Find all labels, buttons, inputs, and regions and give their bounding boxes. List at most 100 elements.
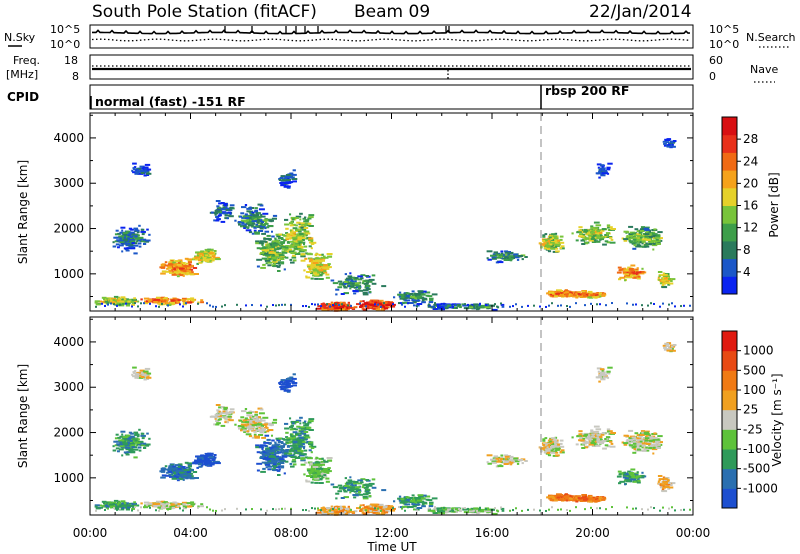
data-cell [168,473,172,476]
data-cell [279,177,284,179]
data-cell [567,295,571,298]
data-cell [328,511,334,514]
data-cell [143,174,147,177]
data-cell [153,505,158,507]
data-cell [595,172,602,175]
data-cell [281,303,283,306]
data-cell [229,206,234,209]
data-cell [564,293,569,296]
data-cell [280,459,285,462]
data-cell [292,180,297,183]
data-cell [412,299,415,302]
data-cell [134,170,137,173]
data-cell [559,290,564,292]
data-cell [348,306,352,309]
data-cell [298,235,304,238]
data-cell [227,211,232,214]
data-cell [136,373,140,376]
data-cell [134,376,139,379]
data-cell [138,239,141,242]
data-cell [125,234,128,237]
data-cell [189,264,194,267]
data-cell [197,505,200,508]
data-cell [261,224,266,227]
data-cell [202,460,207,463]
data-cell [399,297,406,300]
data-cell [300,222,305,225]
data-cell [310,469,316,471]
data-cell [255,223,258,226]
data-cell [115,243,120,246]
data-cell [303,220,309,223]
data-cell [495,261,499,264]
data-cell [263,441,269,444]
data-cell [300,255,306,258]
data-cell [300,426,305,429]
data-cell [260,429,266,432]
data-cell [147,502,153,505]
data-cell [206,302,208,305]
data-cell [559,247,563,249]
data-cell [610,228,616,230]
data-cell [126,247,132,250]
data-cell [246,411,253,414]
data-cell [571,232,574,235]
data-cell [590,225,594,228]
data-cell [144,163,151,166]
noise-right-tick-top: 10^5 [709,23,739,36]
data-cell [146,505,151,507]
data-cell [127,504,131,507]
data-cell [197,458,200,461]
data-cell [393,296,396,299]
data-cell [493,251,498,254]
data-cell [290,221,294,224]
data-cell [211,459,216,461]
data-cell [266,438,271,441]
data-cell [669,282,674,285]
data-cell [315,253,319,256]
data-cell [480,305,484,308]
data-cell [205,458,209,461]
data-cell [131,505,135,508]
data-cell [185,273,189,276]
data-cell [292,444,298,447]
data-cell [291,422,295,425]
data-cell [671,143,674,146]
data-cell [208,255,212,258]
data-cell [277,441,284,443]
data-cell [496,305,499,308]
nave-right-tick-top: 60 [709,54,723,67]
data-cell [570,293,573,296]
data-cell [539,305,541,308]
data-cell [299,250,305,253]
data-cell [371,274,376,277]
data-cell [600,174,606,177]
data-cell [174,270,179,273]
data-cell [126,451,132,454]
data-cell [310,447,315,449]
data-cell [429,503,434,506]
data-cell [215,305,217,308]
data-cell [168,469,172,471]
nave-label: Nave [750,63,778,76]
data-cell [266,305,268,308]
data-cell [288,452,293,455]
data-cell [256,265,260,268]
data-cell [624,269,631,272]
data-cell [289,433,292,436]
data-cell [504,251,510,254]
data-cell [308,225,314,227]
data-cell [581,292,587,295]
data-cell [189,468,194,471]
data-cell [365,281,369,284]
data-cell [253,418,259,421]
data-cell [363,506,369,509]
data-cell [617,266,622,269]
data-cell [292,169,296,172]
data-cell [641,240,646,243]
data-cell [214,210,220,213]
data-cell [355,494,359,497]
data-cell [261,232,266,235]
data-cell [132,299,137,302]
data-cell [294,247,298,250]
